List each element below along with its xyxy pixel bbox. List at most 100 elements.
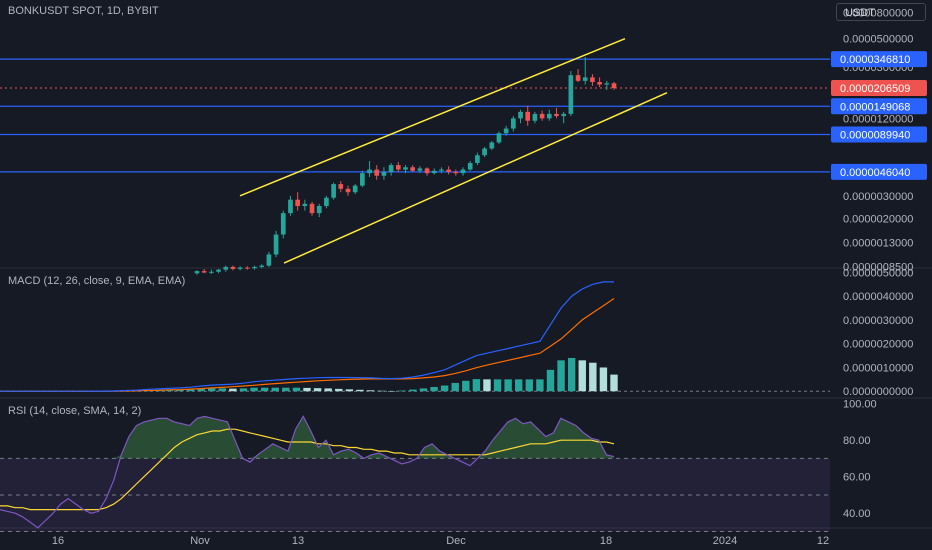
- macd-histogram-bar: [282, 387, 290, 392]
- level-price-tag: [831, 126, 927, 143]
- candle-body: [295, 199, 300, 207]
- macd-histogram-bar: [504, 379, 512, 392]
- candle-body: [597, 82, 602, 85]
- time-axis-label: 12: [817, 535, 829, 547]
- macd-histogram-bar: [589, 362, 597, 392]
- candle-body: [259, 265, 265, 267]
- macd-axis-label: 0.0000050000: [843, 267, 913, 279]
- candle-body: [453, 171, 459, 174]
- candle-body: [539, 113, 545, 119]
- candle-body: [482, 148, 487, 156]
- candle-body: [590, 77, 595, 83]
- level-price-tag: [831, 51, 927, 68]
- rsi-axis-label: 60.00: [843, 472, 871, 484]
- rsi-line: [0, 415, 615, 529]
- level-price-tag: [831, 163, 927, 180]
- macd-histogram-bar: [409, 389, 417, 392]
- macd-histogram-bar: [186, 389, 195, 392]
- candle-body: [316, 206, 322, 214]
- candle-body: [554, 113, 559, 117]
- candle-body: [381, 171, 387, 176]
- level-price-label: 0.0000149068: [840, 101, 910, 113]
- rsi-overbought-fill: [0, 416, 614, 459]
- rsi-axis-label: 100.00: [843, 399, 877, 411]
- macd-histogram-bar: [260, 387, 269, 392]
- price-axis-label: 0.0000500000: [843, 34, 913, 46]
- candle-body: [604, 83, 610, 85]
- candle-body: [582, 77, 588, 81]
- macd-histogram-bar: [546, 369, 555, 392]
- time-axis-label: 13: [292, 535, 304, 547]
- macd-axis-label: 0.0000010000: [843, 362, 913, 374]
- macd-histogram-bar: [366, 390, 375, 392]
- candle-body: [460, 169, 466, 174]
- price-axis-label: 0.0000020000: [843, 213, 913, 225]
- candle-body: [302, 203, 308, 207]
- price-axis-label: 0.0000013000: [843, 238, 913, 250]
- time-axis-label: 16: [52, 535, 64, 547]
- macd-histogram-bar: [250, 387, 258, 392]
- candle-body: [360, 173, 365, 186]
- candle-body: [352, 185, 358, 193]
- macd-histogram-bar: [239, 388, 248, 392]
- price-axis-label: 0.0000008500: [843, 261, 913, 273]
- candle-body: [431, 170, 437, 174]
- channel-upper-line: [239, 37, 626, 197]
- candle-body: [273, 234, 279, 255]
- macd-histogram-bar: [419, 388, 428, 392]
- macd-histogram-bar: [483, 379, 491, 392]
- candle-body: [467, 162, 473, 170]
- candle-body: [496, 133, 502, 143]
- macd-histogram-bar: [472, 379, 481, 392]
- macd-histogram-bar: [398, 390, 406, 392]
- candle-body: [511, 118, 516, 129]
- time-axis-label: 18: [600, 535, 612, 547]
- candle-body: [280, 213, 286, 235]
- macd-axis-label: 0.0000040000: [843, 291, 913, 303]
- candle-body: [237, 267, 243, 269]
- time-axis-label: Dec: [446, 535, 466, 547]
- price-axis-label: 0.0000120000: [843, 113, 913, 125]
- symbol-title: BONKUSDT SPOT, 1D, BYBIT: [8, 5, 159, 17]
- candle-body: [194, 271, 200, 274]
- candle-body: [410, 167, 416, 171]
- time-axis-label: 2024: [713, 535, 737, 547]
- candle-body: [403, 167, 408, 170]
- candle-body: [395, 165, 401, 170]
- macd-histogram-bar: [324, 388, 332, 392]
- macd-histogram-bar: [229, 388, 237, 392]
- macd-histogram-bar: [345, 389, 354, 392]
- candle-body: [568, 75, 574, 114]
- candle-body: [388, 165, 394, 172]
- macd-histogram-bar: [430, 386, 438, 392]
- candle-body: [546, 113, 552, 119]
- candle-body: [518, 111, 523, 119]
- macd-histogram-bar: [578, 360, 586, 392]
- level-price-label: 0.0000089940: [840, 129, 910, 141]
- macd-histogram-bar: [451, 382, 459, 392]
- candle-body: [216, 269, 221, 272]
- macd-histogram-bar: [377, 390, 385, 392]
- currency-button[interactable]: USDT: [836, 3, 926, 21]
- macd-title: MACD (12, 26, close, 9, EMA, EMA): [8, 275, 186, 287]
- rsi-ma-line: [0, 428, 615, 511]
- candle-body: [345, 188, 351, 193]
- time-axis-label: Nov: [190, 535, 210, 547]
- candle-body: [230, 266, 236, 269]
- macd-histogram-bar: [197, 388, 205, 392]
- macd-histogram-bar: [525, 379, 534, 392]
- macd-histogram-bar: [356, 389, 364, 392]
- candle-body: [532, 113, 538, 121]
- candle-body: [244, 267, 250, 269]
- macd-histogram-bar: [557, 360, 565, 392]
- price-axis-label: 0.0000800000: [843, 7, 913, 19]
- level-price-label: 0.0000346810: [840, 54, 910, 66]
- macd-histogram-bar: [515, 379, 523, 392]
- candle-body: [611, 83, 617, 89]
- macd-histogram-bar: [218, 388, 227, 392]
- candle-body: [201, 271, 207, 273]
- macd-axis-label: 0.0000020000: [843, 339, 913, 351]
- macd-axis-label: 0.0000000000: [843, 386, 913, 398]
- current-price-label: 0.0000206509: [840, 83, 910, 95]
